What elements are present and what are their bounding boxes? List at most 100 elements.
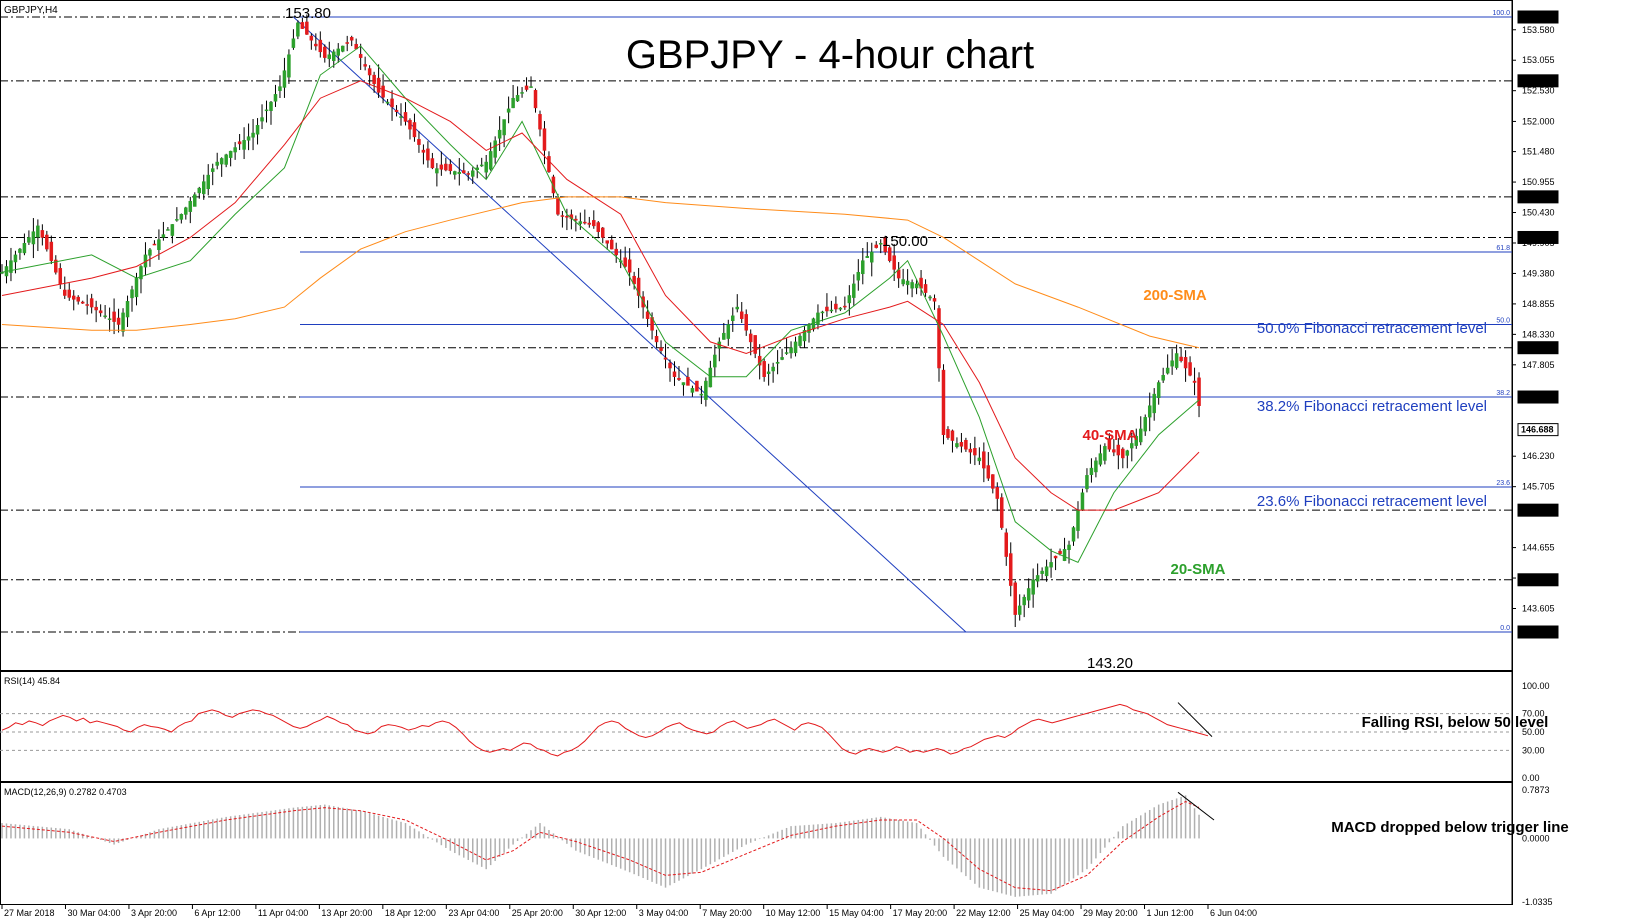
candle-up: [166, 229, 170, 231]
candle: [376, 64, 381, 98]
candle: [273, 84, 278, 107]
candle: [914, 279, 919, 295]
candle-up: [1130, 443, 1134, 449]
candle: [748, 329, 753, 356]
candle-down: [753, 335, 757, 354]
x-tick-label: 15 May 04:00: [829, 908, 884, 918]
candle-up: [251, 132, 255, 138]
candle-up: [955, 443, 959, 448]
candle: [421, 144, 426, 165]
candle-up: [1152, 393, 1156, 414]
x-tick-label: 1 Jun 12:00: [1147, 908, 1194, 918]
candle-up: [1147, 405, 1152, 418]
candle: [982, 442, 986, 483]
candle-up: [829, 309, 834, 312]
candle-down: [300, 22, 305, 29]
candle-down: [1197, 377, 1201, 406]
candle-up: [148, 249, 152, 256]
candle-up: [296, 22, 300, 37]
candle-down: [89, 298, 94, 308]
candle-down: [982, 451, 986, 469]
candle-up: [340, 45, 345, 52]
candle-up: [278, 86, 282, 91]
candle-up: [139, 266, 143, 280]
candle-up: [1044, 566, 1049, 577]
candle-down: [426, 148, 430, 161]
candle: [699, 385, 704, 405]
candle-up: [210, 168, 215, 172]
candle-up: [224, 154, 228, 165]
candle-down: [98, 310, 103, 314]
candle-up: [18, 248, 22, 253]
candle-up: [36, 225, 40, 238]
price-tick-label: 147.805: [1522, 360, 1555, 370]
candle: [1188, 356, 1192, 377]
candle: [547, 151, 551, 173]
candle: [560, 211, 565, 228]
candle: [627, 248, 632, 286]
candle: [264, 100, 269, 123]
candle-down: [417, 139, 421, 145]
macd-layer: 0.7873 0.0000 -1.0335: [1, 785, 1553, 907]
x-tick-label: 3 May 04:00: [639, 908, 689, 918]
candle-down: [654, 335, 659, 343]
candle: [18, 247, 22, 260]
candle: [1049, 548, 1053, 578]
candle: [771, 362, 775, 383]
fib-tag: 100.0: [1492, 10, 1510, 17]
candle: [1179, 346, 1183, 363]
candle-down: [636, 277, 641, 296]
candle-up: [453, 171, 457, 175]
price-tag-label: 144.100: [1521, 575, 1554, 585]
candle-up: [219, 158, 224, 165]
candle-down: [583, 221, 587, 224]
candle: [529, 76, 533, 88]
price-tag-label: 147.250: [1521, 392, 1554, 402]
candle: [713, 344, 717, 378]
candle: [601, 226, 605, 244]
candle: [596, 221, 601, 239]
candle-up: [242, 140, 246, 150]
candle-down: [968, 448, 973, 453]
candle: [905, 269, 910, 295]
candle: [941, 364, 946, 445]
candle-down: [937, 308, 941, 369]
candle-up: [264, 109, 269, 112]
candle-up: [273, 94, 278, 102]
candle-down: [547, 156, 551, 172]
candle-down: [686, 376, 690, 386]
candle: [856, 259, 861, 291]
candle-up: [690, 388, 695, 393]
candle: [829, 300, 834, 314]
candle: [659, 340, 663, 355]
candle: [686, 367, 690, 386]
candle: [112, 298, 116, 335]
candle-down: [627, 259, 632, 273]
candle-up: [1031, 579, 1035, 595]
candle: [668, 359, 672, 382]
candle-down: [986, 465, 991, 479]
price-tag-box: [1517, 10, 1559, 24]
candle-down: [632, 275, 636, 285]
candle-up: [771, 366, 775, 372]
candle: [641, 291, 645, 319]
candle: [80, 300, 85, 304]
fibonacci-layer: 100.0 61.8 50.0 38.2 23.6 0.0: [300, 10, 1512, 633]
candle-down: [834, 303, 838, 310]
candle-down: [946, 429, 950, 438]
candle: [493, 136, 497, 164]
candle: [690, 385, 695, 397]
candle-down: [94, 306, 98, 311]
fib-50-label: 50.0% Fibonacci retracement level: [1257, 320, 1487, 337]
candle-down: [376, 77, 381, 93]
candle: [193, 192, 197, 207]
candle: [40, 224, 45, 246]
candle: [98, 304, 103, 317]
candle: [143, 242, 148, 276]
candle: [36, 219, 40, 252]
candle-up: [793, 341, 798, 354]
candle-down: [58, 268, 63, 285]
candle-up: [282, 70, 287, 88]
macd-label: MACD(12,26,9) 0.2782 0.4703: [4, 787, 127, 797]
price-tag-box: [1517, 625, 1559, 639]
